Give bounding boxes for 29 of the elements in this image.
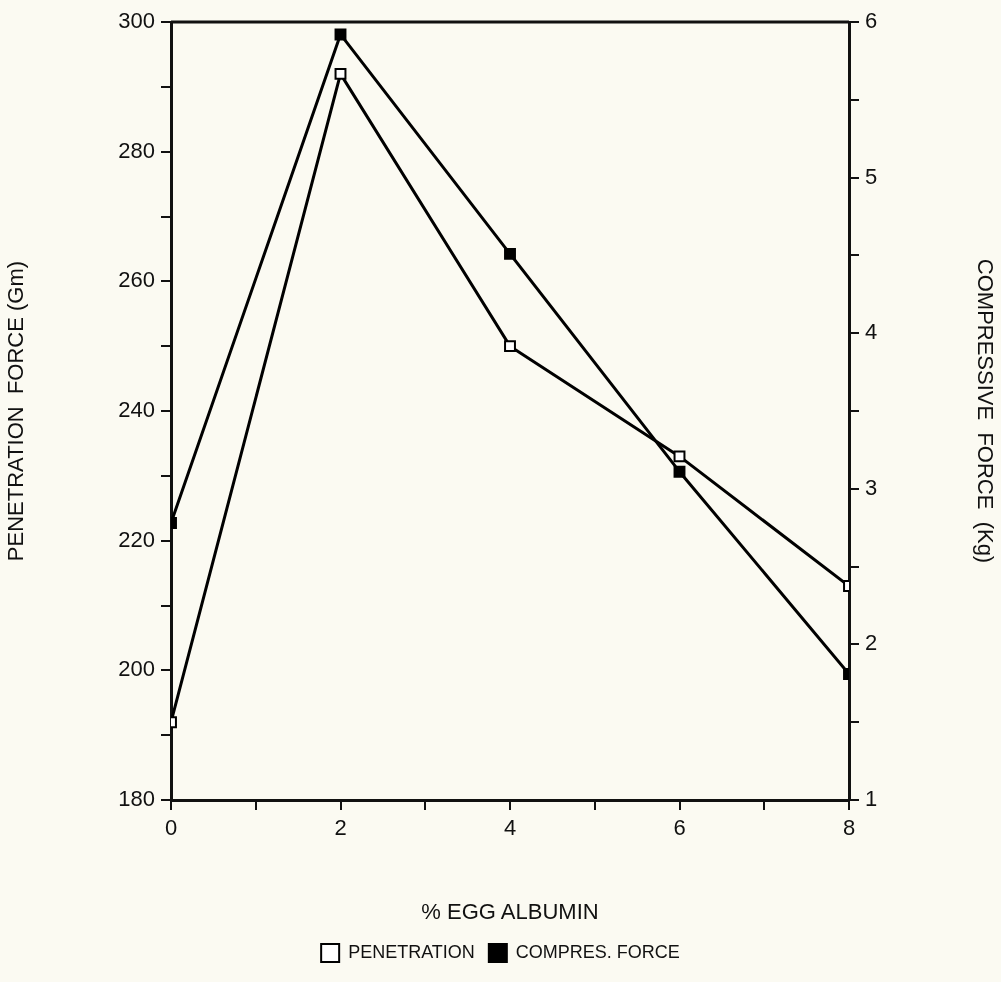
x-tick-label: 0	[164, 815, 178, 841]
y2-tick-label: 5	[865, 163, 878, 189]
legend-label: PENETRATION	[348, 941, 475, 962]
y2-tick-label: 2	[865, 630, 878, 656]
point	[334, 67, 347, 80]
y-tick-label: 280	[118, 137, 155, 163]
x-tick-label: 6	[673, 815, 686, 841]
y-axis-title: PENETRATION FORCE (Gm)	[3, 260, 29, 562]
y-tick-label: 240	[118, 397, 155, 423]
x-tick-label: 2	[334, 815, 347, 841]
y-tick-label: 180	[118, 786, 155, 812]
y-tick-label: 260	[118, 267, 155, 293]
x-tick-label: 8	[842, 815, 856, 841]
point	[673, 450, 686, 463]
y-tick-label: 220	[118, 526, 155, 552]
point	[504, 340, 516, 353]
y2-tick-label: 3	[865, 474, 878, 500]
legend-label: COMPRES. FORCE	[515, 941, 680, 962]
point	[334, 28, 347, 41]
y-tick-label: 200	[118, 656, 155, 682]
x-tick-label: 4	[503, 815, 517, 841]
point	[504, 247, 516, 260]
y2-tick-label: 1	[865, 786, 878, 812]
y2-axis-title: COMPRESSIVE FORCE (Kg)	[972, 258, 998, 564]
point	[673, 465, 686, 478]
x-axis-title: % EGG ALBUMIN	[421, 898, 599, 924]
y2-tick-label: 4	[865, 319, 878, 345]
y-tick-label: 300	[118, 8, 155, 34]
y2-tick-label: 6	[865, 8, 878, 34]
